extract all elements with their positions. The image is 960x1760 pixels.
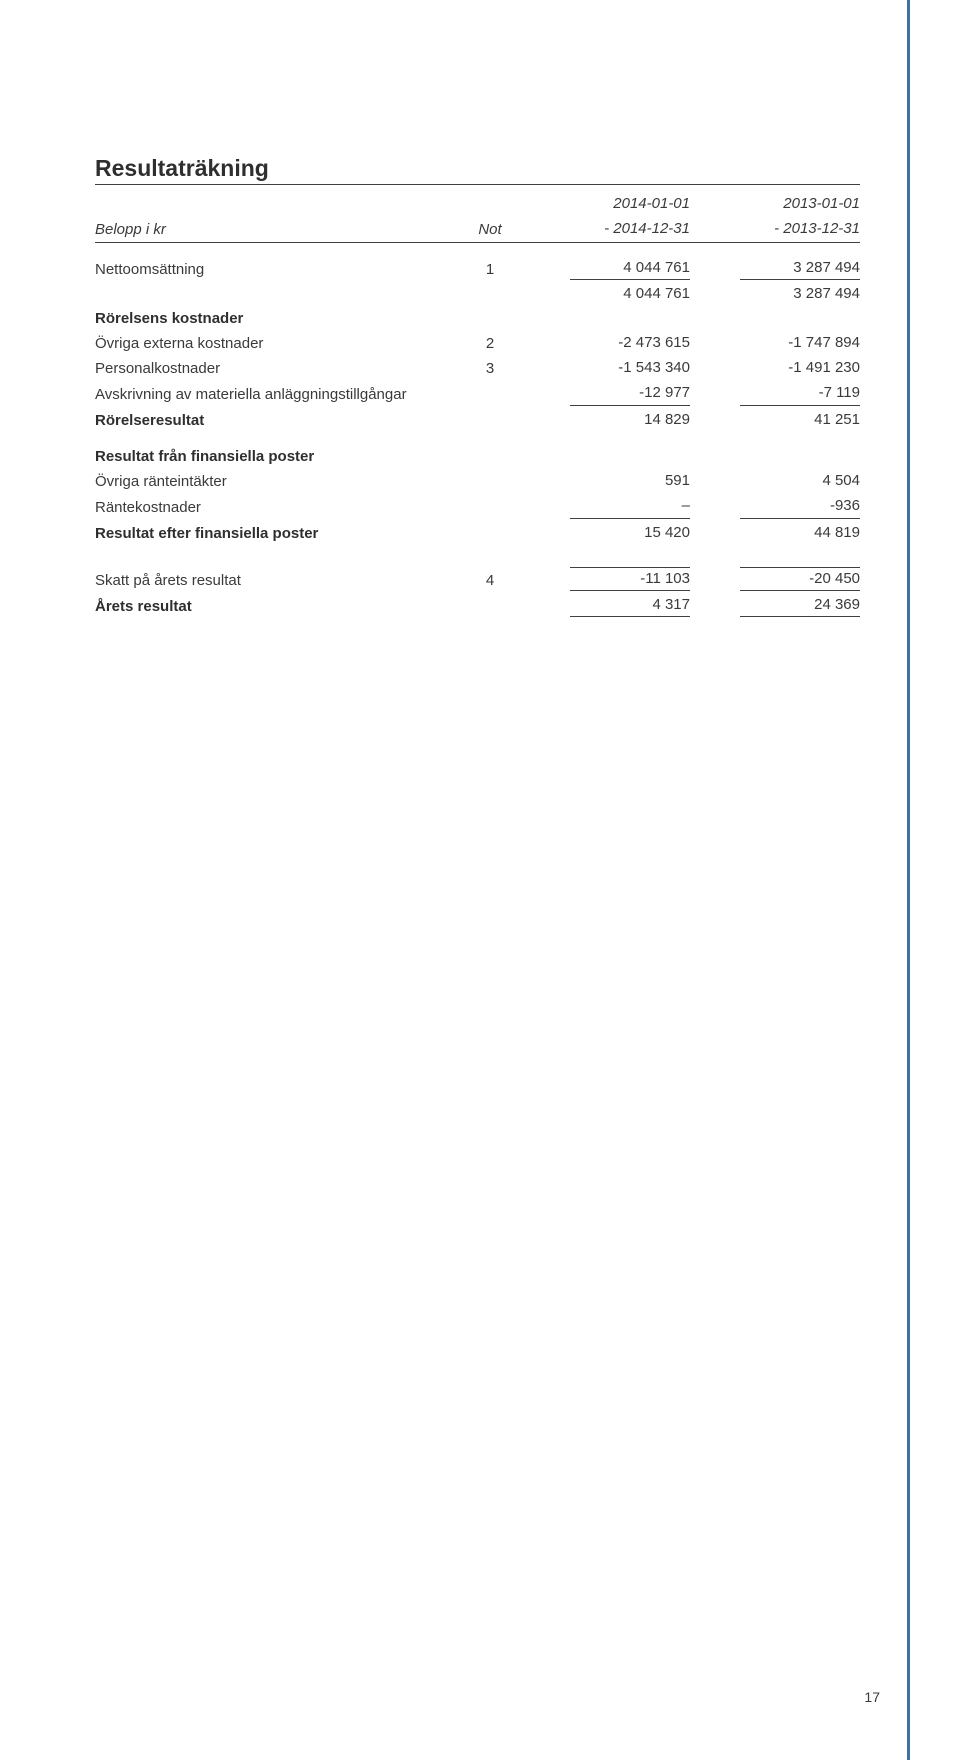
spacer (95, 432, 860, 445)
page-title: Resultaträkning (95, 155, 860, 185)
income-statement-table: 2014-01-01 2013-01-01 Belopp i kr Not - … (95, 191, 860, 619)
interest-expense-prior: -936 (740, 495, 860, 518)
result-after-financial-current: 15 420 (570, 522, 690, 544)
spacer (95, 545, 860, 558)
operating-costs-heading: Rörelsens kostnader (95, 307, 460, 330)
note-column-header: Not (460, 216, 520, 242)
row-operating-result: Rörelseresultat 14 829 41 251 (95, 407, 860, 432)
row-depreciation: Avskrivning av materiella anläggningstil… (95, 381, 860, 407)
label-tax: Skatt på årets resultat (95, 565, 460, 592)
net-sales-prior: 3 287 494 (740, 257, 860, 280)
net-sales-sum-prior: 3 287 494 (740, 283, 860, 305)
tax-current: -11 103 (570, 567, 690, 591)
result-after-financial-prior: 44 819 (740, 522, 860, 544)
table-header-row-2: Belopp i kr Not - 2014-12-31 - 2013-12-3… (95, 216, 860, 242)
row-external-costs: Övriga externa kostnader 2 -2 473 615 -1… (95, 330, 860, 355)
period-current-start: 2014-01-01 (570, 193, 690, 215)
row-personnel-costs: Personalkostnader 3 -1 543 340 -1 491 23… (95, 356, 860, 381)
label-personnel-costs: Personalkostnader (95, 356, 460, 381)
net-result-prior: 24 369 (740, 594, 860, 617)
financial-items-heading: Resultat från finansiella poster (95, 445, 460, 468)
period-prior-end: - 2013-12-31 (740, 218, 860, 240)
label-interest-income: Övriga ränteintäkter (95, 469, 460, 494)
row-financial-items-heading: Resultat från finansiella poster (95, 445, 860, 468)
row-result-after-financial: Resultat efter finansiella poster 15 420… (95, 520, 860, 545)
row-tax: Skatt på årets resultat 4 -11 103 -20 45… (95, 565, 860, 592)
row-net-sales: Nettoomsättning 1 4 044 761 3 287 494 (95, 256, 860, 282)
net-sales-sum-current: 4 044 761 (570, 283, 690, 305)
spacer (95, 558, 860, 565)
label-depreciation: Avskrivning av materiella anläggningstil… (95, 381, 460, 407)
page-number: 17 (864, 1689, 880, 1705)
net-result-current: 4 317 (570, 594, 690, 617)
row-interest-expense: Räntekostnader – -936 (95, 494, 860, 520)
row-interest-income: Övriga ränteintäkter 591 4 504 (95, 469, 860, 494)
label-external-costs: Övriga externa kostnader (95, 330, 460, 355)
amounts-in-label: Belopp i kr (95, 216, 460, 242)
external-costs-prior: -1 747 894 (740, 332, 860, 354)
row-net-sales-sum: 4 044 761 3 287 494 (95, 282, 860, 307)
personnel-costs-prior: -1 491 230 (740, 357, 860, 379)
right-accent-line (907, 0, 910, 1760)
note-personnel-costs: 3 (460, 356, 520, 381)
external-costs-current: -2 473 615 (570, 332, 690, 354)
row-net-result: Årets resultat 4 317 24 369 (95, 593, 860, 619)
interest-income-prior: 4 504 (740, 470, 860, 492)
operating-result-current: 14 829 (570, 409, 690, 431)
operating-result-prior: 41 251 (740, 409, 860, 431)
note-external-costs: 2 (460, 330, 520, 355)
period-current-end: - 2014-12-31 (570, 218, 690, 240)
label-result-after-financial: Resultat efter finansiella poster (95, 520, 460, 545)
period-prior-start: 2013-01-01 (740, 193, 860, 215)
personnel-costs-current: -1 543 340 (570, 357, 690, 379)
spacer (95, 242, 860, 256)
label-net-sales: Nettoomsättning (95, 256, 460, 282)
table-header-row-1: 2014-01-01 2013-01-01 (95, 191, 860, 216)
note-net-sales: 1 (460, 256, 520, 282)
depreciation-prior: -7 119 (740, 382, 860, 405)
label-interest-expense: Räntekostnader (95, 494, 460, 520)
interest-income-current: 591 (570, 470, 690, 492)
tax-prior: -20 450 (740, 567, 860, 591)
page: Resultaträkning 2014-01-01 2013-01-01 Be… (0, 0, 960, 1760)
depreciation-current: -12 977 (570, 382, 690, 405)
label-net-result: Årets resultat (95, 593, 460, 619)
net-sales-current: 4 044 761 (570, 257, 690, 280)
interest-expense-current: – (570, 495, 690, 518)
note-tax: 4 (460, 565, 520, 592)
label-operating-result: Rörelseresultat (95, 407, 460, 432)
row-operating-costs-heading: Rörelsens kostnader (95, 307, 860, 330)
